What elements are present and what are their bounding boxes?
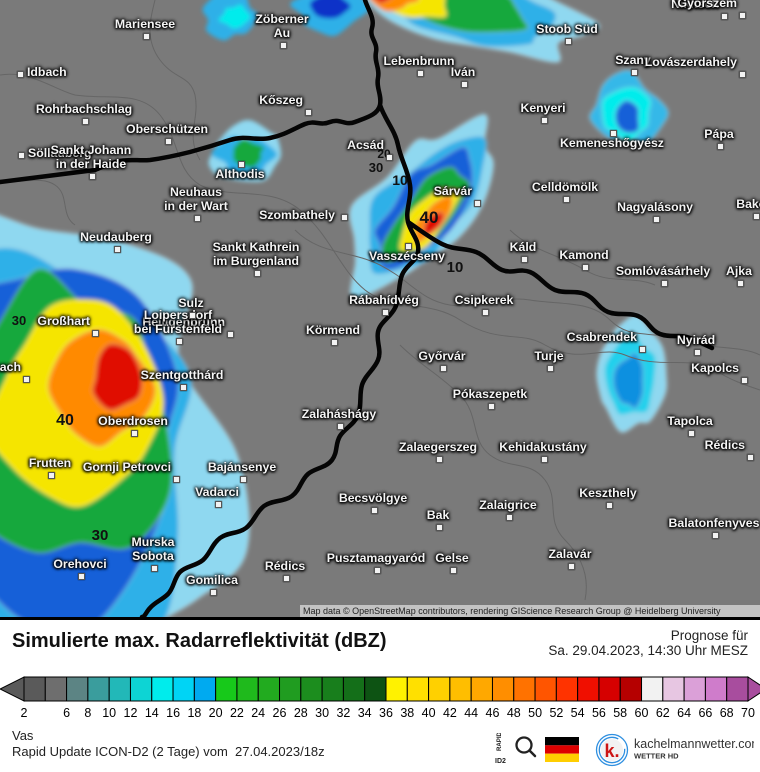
svg-text:46: 46 — [486, 706, 500, 720]
svg-text:68: 68 — [720, 706, 734, 720]
svg-text:30: 30 — [315, 706, 329, 720]
svg-text:70: 70 — [741, 706, 755, 720]
svg-text:ID2: ID2 — [495, 758, 506, 765]
svg-text:18: 18 — [187, 706, 201, 720]
svg-text:32: 32 — [336, 706, 350, 720]
svg-text:48: 48 — [507, 706, 521, 720]
svg-text:14: 14 — [145, 706, 159, 720]
svg-text:RAPID: RAPID — [496, 733, 503, 751]
svg-text:28: 28 — [294, 706, 308, 720]
svg-text:54: 54 — [571, 706, 585, 720]
svg-text:12: 12 — [124, 706, 138, 720]
svg-text:2: 2 — [21, 706, 28, 720]
svg-text:WETTER HD: WETTER HD — [634, 752, 679, 761]
svg-text:20: 20 — [209, 706, 223, 720]
svg-text:44: 44 — [464, 706, 478, 720]
svg-text:6: 6 — [63, 706, 70, 720]
svg-text:36: 36 — [379, 706, 393, 720]
svg-text:56: 56 — [592, 706, 606, 720]
svg-text:42: 42 — [443, 706, 457, 720]
svg-text:k.: k. — [605, 741, 620, 761]
svg-text:24: 24 — [251, 706, 265, 720]
svg-text:22: 22 — [230, 706, 244, 720]
svg-text:8: 8 — [84, 706, 91, 720]
svg-text:58: 58 — [613, 706, 627, 720]
svg-text:10: 10 — [102, 706, 116, 720]
svg-text:26: 26 — [273, 706, 287, 720]
svg-text:64: 64 — [677, 706, 691, 720]
svg-text:40: 40 — [422, 706, 436, 720]
svg-text:60: 60 — [635, 706, 649, 720]
svg-text:38: 38 — [400, 706, 414, 720]
svg-text:62: 62 — [656, 706, 670, 720]
svg-text:kachelmannwetter.com: kachelmannwetter.com — [634, 737, 754, 751]
svg-text:52: 52 — [549, 706, 563, 720]
svg-text:66: 66 — [698, 706, 712, 720]
svg-text:50: 50 — [528, 706, 542, 720]
svg-text:34: 34 — [358, 706, 372, 720]
svg-text:16: 16 — [166, 706, 180, 720]
